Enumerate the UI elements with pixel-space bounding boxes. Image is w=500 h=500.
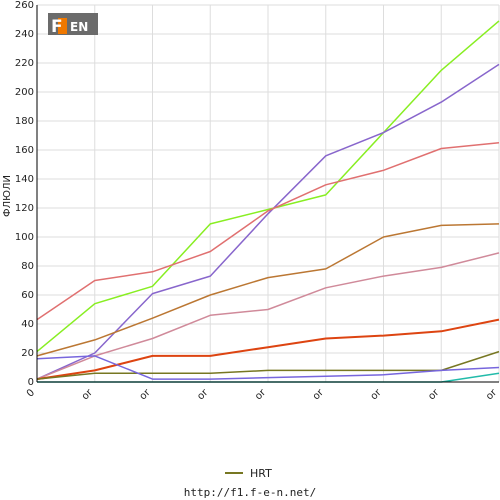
x-tick-label: or xyxy=(253,387,269,403)
x-tick-label: or xyxy=(484,387,500,403)
y-tick-label: 240 xyxy=(15,29,34,40)
y-tick-label: 140 xyxy=(15,174,34,185)
legend: HRT xyxy=(225,467,272,480)
series-line-8 xyxy=(36,355,500,380)
y-tick-label: 160 xyxy=(15,145,34,156)
x-tick-label: or xyxy=(369,387,385,403)
x-tick-label: 0 xyxy=(25,387,37,399)
y-tick-label: 40 xyxy=(21,319,34,330)
series-line-7 xyxy=(36,350,500,380)
series-line-4 xyxy=(36,223,500,357)
y-tick-labels: 0 20 40 60 80 100 120 140 160 180 200 220 240 260 xyxy=(15,0,34,388)
y-tick-label: 200 xyxy=(15,87,34,98)
y-tick-label: 0 xyxy=(28,377,34,388)
x-tick-label: or xyxy=(195,387,211,403)
y-tick-label: 260 xyxy=(15,0,34,11)
y-tick-label: 60 xyxy=(21,290,34,301)
y-tick-label: 100 xyxy=(15,232,34,243)
series-line-6 xyxy=(36,318,500,381)
source-url: http://f1.f-e-n.net/ xyxy=(184,486,316,499)
y-axis-label: ФЛЮЛИ xyxy=(2,175,13,217)
series-line-3 xyxy=(36,142,500,321)
x-tick-label: or xyxy=(426,387,442,403)
x-tick-label: or xyxy=(80,387,96,403)
x-tick-label: or xyxy=(138,387,154,403)
x-tick-label: or xyxy=(311,387,327,403)
axes xyxy=(36,5,499,383)
series-lines xyxy=(36,20,500,383)
svg-text:EN: EN xyxy=(70,20,88,34)
x-tick-labels: 0 or or or or or or or or xyxy=(25,387,500,403)
y-tick-label: 20 xyxy=(21,348,34,359)
grid xyxy=(37,4,500,382)
svg-text:F: F xyxy=(51,17,63,37)
y-tick-label: 180 xyxy=(15,116,34,127)
series-line-1 xyxy=(36,20,500,353)
y-tick-label: 220 xyxy=(15,58,34,69)
series-line-5 xyxy=(36,252,500,380)
y-tick-label: 120 xyxy=(15,203,34,214)
y-tick-label: 80 xyxy=(21,261,34,272)
logo: F EN xyxy=(48,13,98,37)
legend-label-hrt: HRT xyxy=(250,467,272,480)
